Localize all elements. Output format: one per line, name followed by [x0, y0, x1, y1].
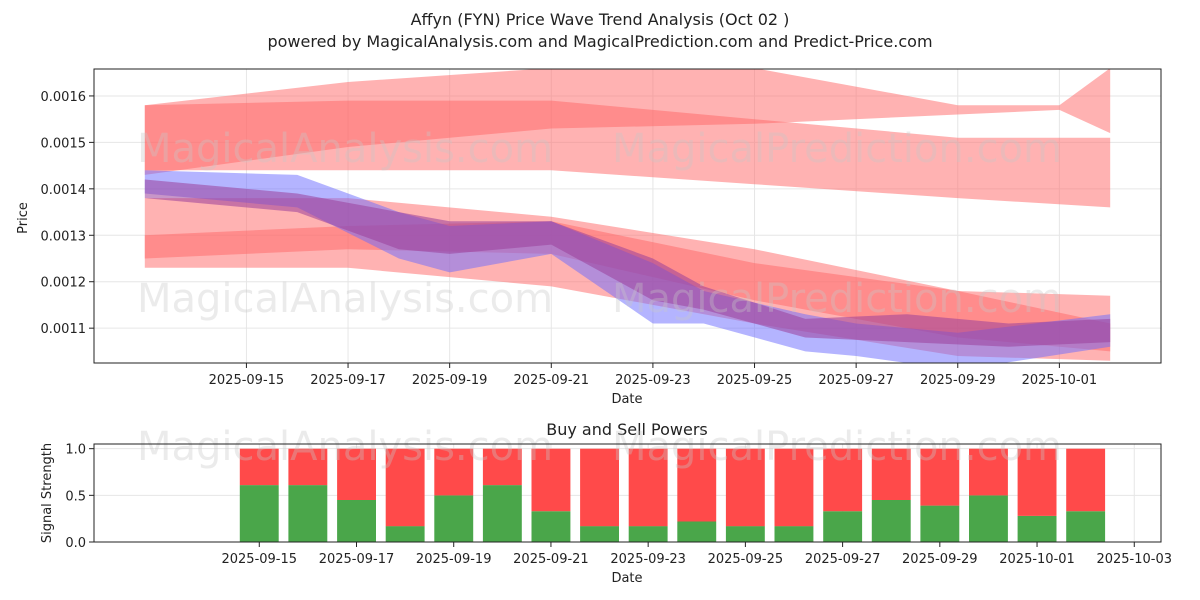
price-y-tick-label: 0.0012 — [41, 276, 87, 291]
buy-bar — [774, 526, 814, 542]
buy-bar — [288, 485, 328, 542]
price-y-tick-label: 0.0015 — [41, 136, 87, 151]
sell-bar — [871, 448, 911, 500]
watermark-analysis-top: MagicalAnalysis.com — [137, 126, 553, 172]
sell-bar — [725, 448, 765, 527]
sell-bar — [531, 448, 571, 512]
signal-x-tick-label: 2025-10-01 — [999, 552, 1075, 567]
buy-bar — [628, 526, 668, 542]
price-y-label: Price — [16, 202, 31, 234]
sell-bar — [677, 448, 717, 522]
signal-y-ticks: 0.0 0.5 1.0 — [65, 443, 94, 551]
buy-bar — [239, 485, 279, 542]
price-y-tick-label: 0.0013 — [41, 229, 87, 244]
sell-bar — [288, 448, 328, 486]
buy-bar — [823, 511, 863, 542]
sell-bar — [969, 448, 1008, 496]
signal-x-tick-label: 2025-09-15 — [221, 552, 297, 567]
price-x-tick-label: 2025-09-19 — [412, 373, 488, 388]
price-y-ticks: 0.0011 0.0012 0.0013 0.0014 0.0015 0.0016 — [41, 90, 94, 337]
buy-bar — [531, 511, 571, 542]
band-red-upper-inner — [144, 100, 1111, 208]
signal-x-label: Date — [611, 571, 642, 586]
sell-bar — [239, 448, 279, 486]
signal-x-tick-label: 2025-09-21 — [513, 552, 589, 567]
price-bands — [144, 69, 1111, 363]
buy-sell-title: Buy and Sell Powers — [546, 420, 708, 439]
signal-y-tick-label: 0.0 — [65, 536, 86, 551]
price-plot-frame — [93, 68, 1162, 364]
buy-sell-chart: Buy and Sell Powers MagicalAnalysis.com … — [40, 420, 1172, 586]
sell-bar — [580, 448, 619, 527]
sell-bar — [823, 448, 863, 512]
sell-bar — [1017, 448, 1057, 516]
buy-bar — [580, 526, 619, 542]
buy-bar — [482, 485, 522, 542]
buy-bar — [1066, 511, 1106, 542]
signal-x-tick-label: 2025-09-27 — [805, 552, 881, 567]
price-x-tick-label: 2025-09-29 — [920, 373, 996, 388]
price-x-tick-label: 2025-09-23 — [615, 373, 691, 388]
sell-bar — [1066, 448, 1106, 512]
band-purple-wave — [144, 179, 1111, 347]
buy-bar — [434, 495, 474, 542]
signal-y-label: Signal Strength — [40, 443, 55, 543]
sell-bar — [385, 448, 425, 527]
buy-bar — [725, 526, 765, 542]
watermark-prediction-mid: MagicalPrediction.com — [612, 276, 1062, 322]
sell-bar — [434, 448, 474, 496]
signal-y-tick-label: 0.5 — [65, 489, 86, 504]
signal-x-tick-label: 2025-09-29 — [902, 552, 978, 567]
sell-bar — [628, 448, 668, 527]
signal-x-tick-label: 2025-09-19 — [416, 552, 492, 567]
price-x-tick-label: 2025-10-01 — [1022, 373, 1098, 388]
buy-bar — [969, 495, 1008, 542]
chart-title: Affyn (FYN) Price Wave Trend Analysis (O… — [411, 10, 790, 29]
signal-y-tick-label: 1.0 — [65, 443, 86, 458]
price-y-tick-label: 0.0016 — [41, 90, 87, 105]
price-x-tick-label: 2025-09-27 — [818, 373, 894, 388]
buy-bar — [1017, 515, 1057, 542]
signal-x-tick-label: 2025-09-17 — [319, 552, 395, 567]
watermark-analysis-bottom: MagicalAnalysis.com — [137, 424, 553, 470]
buy-bar — [385, 526, 425, 542]
price-y-tick-label: 0.0011 — [41, 322, 87, 337]
price-y-tick-label: 0.0014 — [41, 183, 87, 198]
price-x-ticks: 2025-09-15 2025-09-17 2025-09-19 2025-09-21… — [209, 363, 1098, 388]
signal-x-ticks: 2025-09-15 2025-09-17 2025-09-19 2025-09-21… — [221, 542, 1172, 567]
price-x-tick-label: 2025-09-17 — [310, 373, 386, 388]
watermark-prediction-bottom: MagicalPrediction.com — [612, 424, 1062, 470]
buy-bar — [337, 500, 376, 542]
chart-subtitle: powered by MagicalAnalysis.com and Magic… — [267, 32, 932, 51]
price-x-label: Date — [611, 392, 642, 407]
sell-bar — [482, 448, 522, 486]
watermark-analysis-mid: MagicalAnalysis.com — [137, 276, 553, 322]
signal-plot-frame — [93, 443, 1162, 543]
buy-bar — [677, 521, 717, 542]
sell-bar — [774, 448, 814, 527]
price-x-tick-label: 2025-09-15 — [209, 373, 285, 388]
price-x-tick-label: 2025-09-25 — [717, 373, 793, 388]
signal-x-tick-label: 2025-09-23 — [610, 552, 686, 567]
signal-bars — [239, 448, 1106, 542]
watermark-prediction-top: MagicalPrediction.com — [612, 126, 1062, 172]
price-wave-chart: MagicalAnalysis.com MagicalPrediction.co… — [16, 68, 1162, 407]
buy-bar — [920, 505, 960, 542]
price-x-tick-label: 2025-09-21 — [514, 373, 590, 388]
signal-x-tick-label: 2025-10-03 — [1096, 552, 1172, 567]
sell-bar — [337, 448, 376, 500]
buy-bar — [871, 500, 911, 542]
sell-bar — [920, 448, 960, 506]
signal-x-tick-label: 2025-09-25 — [708, 552, 784, 567]
